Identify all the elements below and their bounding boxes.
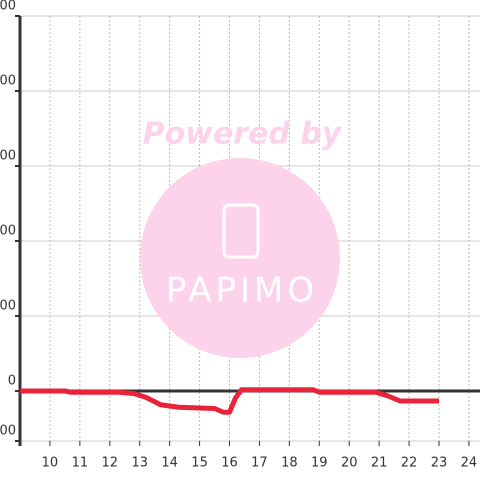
y-tick-label: -20,000	[0, 424, 16, 439]
x-tick-label: 23	[431, 456, 448, 471]
x-tick-label: 13	[131, 456, 148, 471]
watermark-icon	[222, 203, 260, 259]
y-tick-label: 90,000	[0, 149, 16, 164]
watermark: Powered by PAPIMO	[140, 117, 343, 358]
watermark-brand: PAPIMO	[166, 271, 318, 311]
x-tick-label: 24	[461, 456, 478, 471]
line	[20, 387, 439, 415]
x-tick-label: 10	[42, 456, 59, 471]
x-tick-label: 12	[102, 456, 119, 471]
x-tick-label: 11	[72, 456, 89, 471]
x-tick-label: 17	[251, 456, 268, 471]
x-tick-label: 19	[311, 456, 328, 471]
x-tick-label: 20	[341, 456, 358, 471]
watermark-title: Powered by	[143, 117, 343, 152]
x-tick-label: 22	[401, 456, 418, 471]
y-tick-label: 150,000	[0, 0, 16, 14]
y-tick-label: 0	[8, 374, 16, 389]
y-tick-label: 60,000	[0, 224, 16, 239]
y-tick-label: 30,000	[0, 299, 16, 314]
x-tick-label: 18	[281, 456, 298, 471]
y-tick-label: 120,000	[0, 74, 16, 89]
x-tick-label: 14	[161, 456, 178, 471]
x-tick-label: 16	[221, 456, 238, 471]
x-tick-label: 21	[371, 456, 388, 471]
x-tick-label: 15	[191, 456, 208, 471]
